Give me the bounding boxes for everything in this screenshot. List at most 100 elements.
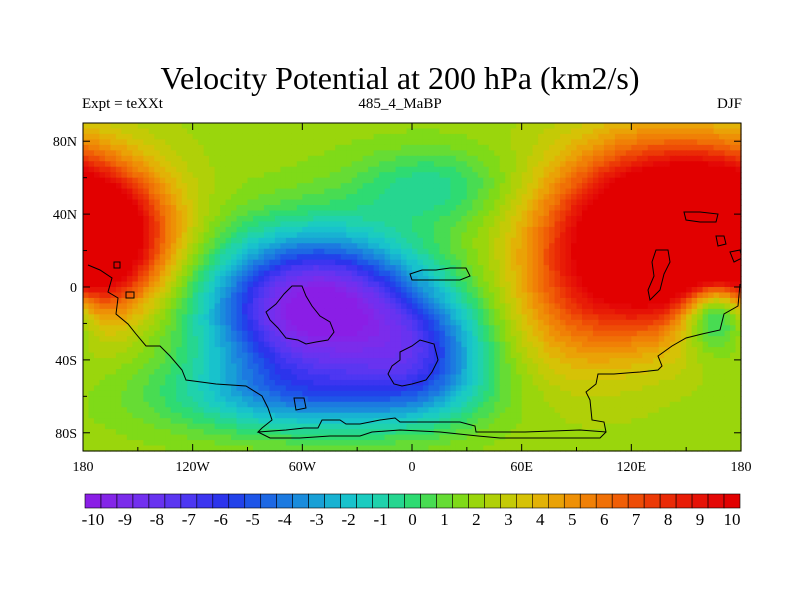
field-cell	[291, 341, 298, 348]
field-cell	[83, 172, 90, 179]
field-cell	[384, 265, 391, 272]
field-cell	[571, 303, 578, 310]
field-cell	[83, 287, 90, 294]
field-cell	[565, 308, 572, 315]
field-cell	[658, 232, 665, 239]
field-cell	[291, 237, 298, 244]
field-cell	[653, 314, 660, 321]
field-cell	[576, 303, 583, 310]
field-cell	[368, 177, 375, 184]
field-cell	[242, 172, 249, 179]
field-cell	[280, 172, 287, 179]
field-cell	[258, 194, 265, 201]
field-cell	[483, 265, 490, 272]
field-cell	[390, 215, 397, 222]
field-cell	[461, 144, 468, 151]
field-cell	[143, 205, 150, 212]
field-cell	[121, 243, 128, 250]
field-cell	[203, 270, 210, 277]
field-cell	[521, 237, 528, 244]
field-cell	[132, 133, 139, 140]
field-cell	[587, 215, 594, 222]
field-cell	[274, 155, 281, 162]
field-cell	[390, 226, 397, 233]
field-cell	[516, 177, 523, 184]
field-cell	[104, 215, 112, 222]
field-cell	[143, 330, 150, 337]
field-cell	[499, 243, 506, 250]
field-cell	[126, 308, 133, 315]
field-cell	[285, 237, 292, 244]
field-cell	[302, 336, 309, 343]
field-cell	[362, 155, 369, 162]
field-cell	[730, 270, 737, 277]
field-cell	[154, 270, 161, 277]
field-cell	[154, 254, 161, 261]
field-cell	[143, 265, 150, 272]
field-cell	[137, 194, 144, 201]
field-cell	[390, 161, 397, 168]
field-cell	[614, 325, 621, 332]
field-cell	[154, 287, 161, 294]
field-cell	[280, 325, 287, 332]
field-cell	[137, 150, 144, 157]
field-cell	[719, 155, 726, 162]
field-cell	[280, 205, 287, 212]
field-cell	[417, 166, 424, 173]
field-cell	[88, 215, 95, 222]
field-cell	[148, 303, 155, 310]
field-cell	[538, 270, 545, 277]
field-cell	[444, 177, 451, 184]
field-cell	[444, 123, 451, 130]
field-cell	[83, 303, 90, 310]
field-cell	[225, 133, 232, 140]
field-cell	[680, 139, 687, 146]
field-cell	[263, 183, 271, 190]
field-cell	[554, 139, 561, 146]
field-cell	[263, 128, 271, 135]
field-cell	[214, 177, 221, 184]
field-cell	[592, 166, 600, 173]
field-cell	[236, 161, 243, 168]
field-cell	[702, 188, 709, 195]
field-cell	[598, 161, 605, 168]
field-cell	[236, 319, 243, 326]
field-cell	[280, 292, 287, 299]
field-cell	[554, 232, 561, 239]
field-cell	[252, 254, 260, 261]
field-cell	[159, 254, 166, 261]
field-cell	[439, 133, 446, 140]
field-cell	[88, 336, 95, 343]
field-cell	[450, 314, 457, 321]
field-cell	[198, 144, 205, 151]
field-cell	[406, 210, 413, 217]
field-cell	[592, 139, 600, 146]
field-cell	[280, 265, 287, 272]
field-cell	[702, 161, 709, 168]
field-cell	[708, 139, 715, 146]
field-cell	[543, 183, 550, 190]
field-cell	[439, 177, 446, 184]
field-cell	[159, 177, 166, 184]
field-cell	[697, 155, 704, 162]
field-cell	[390, 199, 397, 206]
field-cell	[494, 297, 501, 304]
field-cell	[658, 226, 665, 233]
field-cell	[198, 221, 205, 228]
field-cell	[143, 139, 150, 146]
field-cell	[543, 243, 550, 250]
field-cell	[686, 150, 693, 157]
field-cell	[296, 314, 303, 321]
field-cell	[499, 265, 506, 272]
field-cell	[401, 177, 408, 184]
field-cell	[159, 270, 166, 277]
field-cell	[664, 325, 671, 332]
field-cell	[362, 194, 369, 201]
field-cell	[549, 226, 556, 233]
field-cell	[620, 215, 627, 222]
field-cell	[154, 347, 161, 354]
field-cell	[499, 123, 506, 130]
field-cell	[549, 150, 556, 157]
field-cell	[647, 292, 654, 299]
field-cell	[115, 336, 122, 343]
